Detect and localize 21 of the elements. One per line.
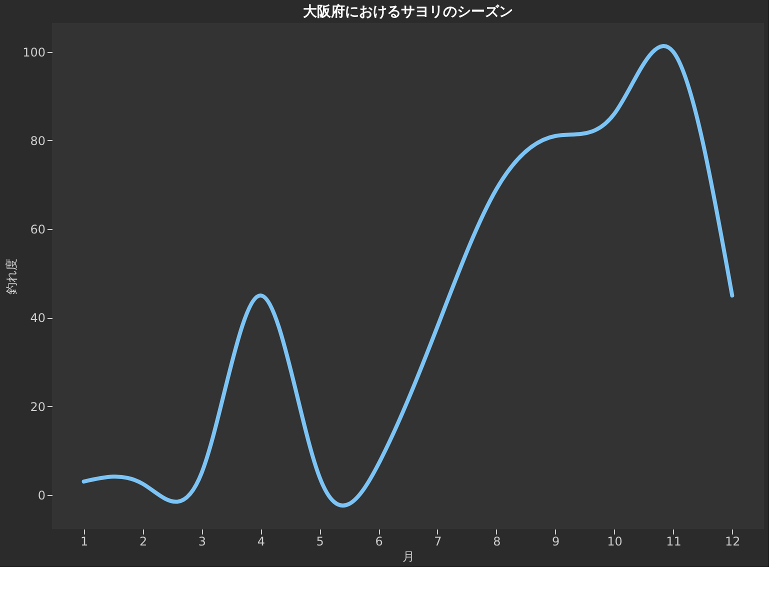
x-tick-label: 2	[139, 534, 148, 548]
y-tick-label: 100	[22, 45, 46, 60]
y-tick-label: 0	[38, 488, 46, 502]
chart-title: 大阪府におけるサヨリのシーズン	[303, 3, 513, 20]
x-tick-label: 8	[493, 534, 501, 548]
y-tick-label: 20	[30, 400, 46, 414]
y-tick-label: 80	[30, 134, 46, 148]
y-axis-title: 釣れ度	[4, 258, 19, 294]
x-tick-label: 1	[80, 534, 88, 548]
y-tick-label: 60	[30, 222, 46, 237]
x-tick-label: 3	[198, 534, 206, 548]
x-tick-label: 11	[666, 534, 682, 548]
x-tick-label: 7	[434, 534, 442, 548]
x-tick-label: 12	[725, 534, 740, 548]
x-axis-title: 月	[402, 550, 414, 564]
x-tick-label: 10	[607, 534, 622, 548]
x-tick-label: 9	[552, 534, 560, 548]
x-tick-label: 5	[316, 534, 324, 548]
x-tick-label: 4	[257, 534, 265, 548]
y-tick-label: 40	[30, 311, 46, 326]
x-tick-label: 6	[375, 534, 383, 548]
